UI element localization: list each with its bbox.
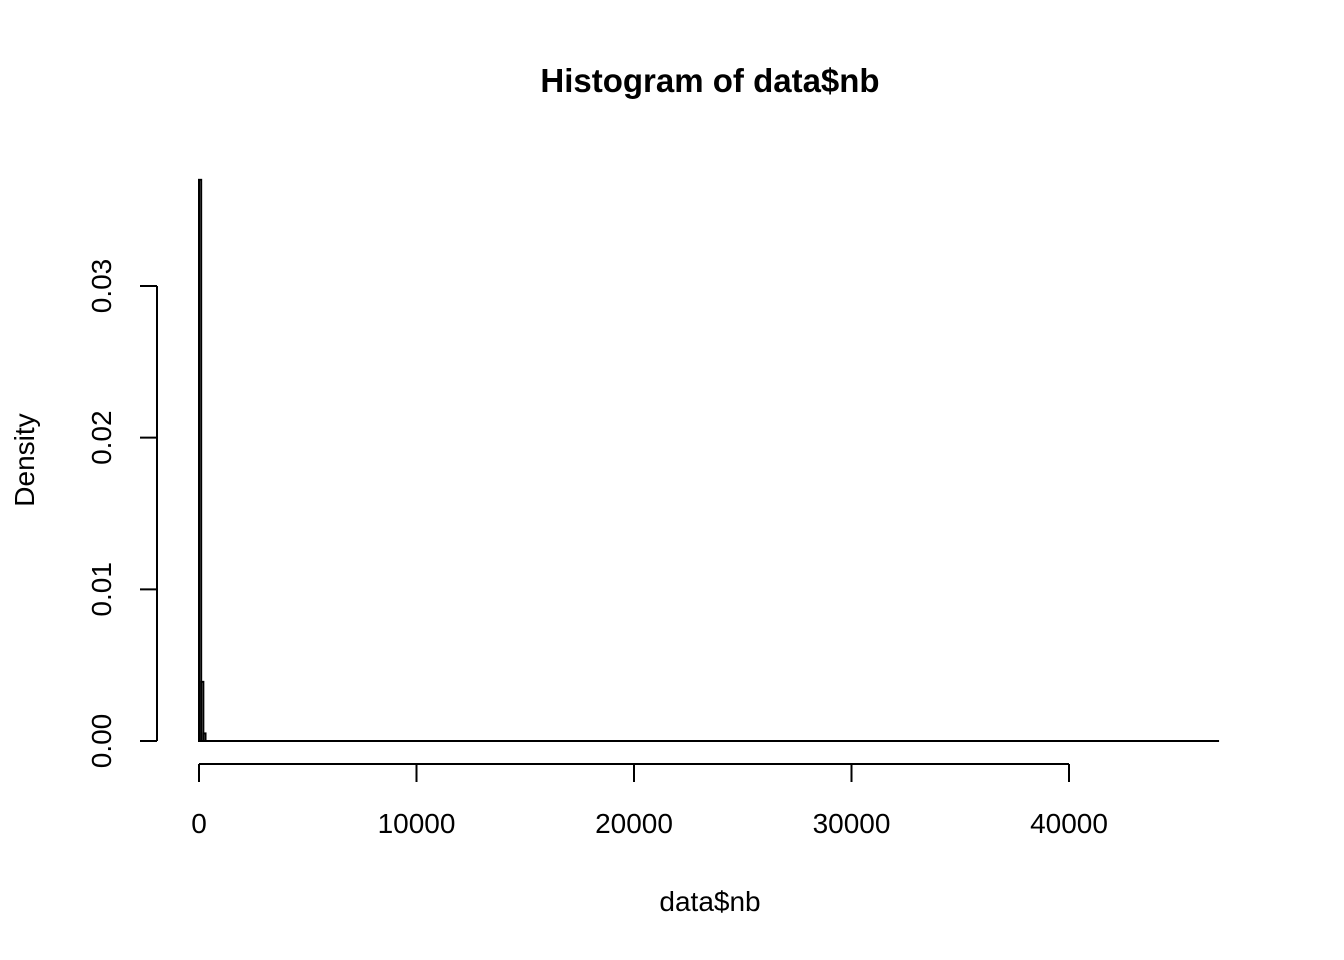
- histogram-bar: [202, 732, 207, 743]
- y-axis-label: Density: [9, 413, 40, 506]
- y-tick-label: 0.02: [86, 410, 117, 465]
- x-axis-label: data$nb: [659, 886, 760, 917]
- x-tick-label: 10000: [378, 808, 456, 839]
- histogram-bar: [198, 178, 203, 743]
- x-tick-label: 0: [191, 808, 207, 839]
- x-axis: 0 10000 20000 30000 40000: [191, 763, 1108, 839]
- y-axis: 0.00 0.01 0.02 0.03: [86, 259, 158, 769]
- y-tick-label: 0.03: [86, 259, 117, 314]
- y-tick-label: 0.00: [86, 714, 117, 769]
- x-tick-label: 20000: [595, 808, 673, 839]
- x-tick-label: 30000: [813, 808, 891, 839]
- y-tick-label: 0.01: [86, 562, 117, 617]
- x-tick-label: 40000: [1030, 808, 1108, 839]
- histogram-bar: [200, 680, 205, 742]
- chart-title: Histogram of data$nb: [540, 62, 879, 99]
- histogram-bars: [198, 178, 1220, 743]
